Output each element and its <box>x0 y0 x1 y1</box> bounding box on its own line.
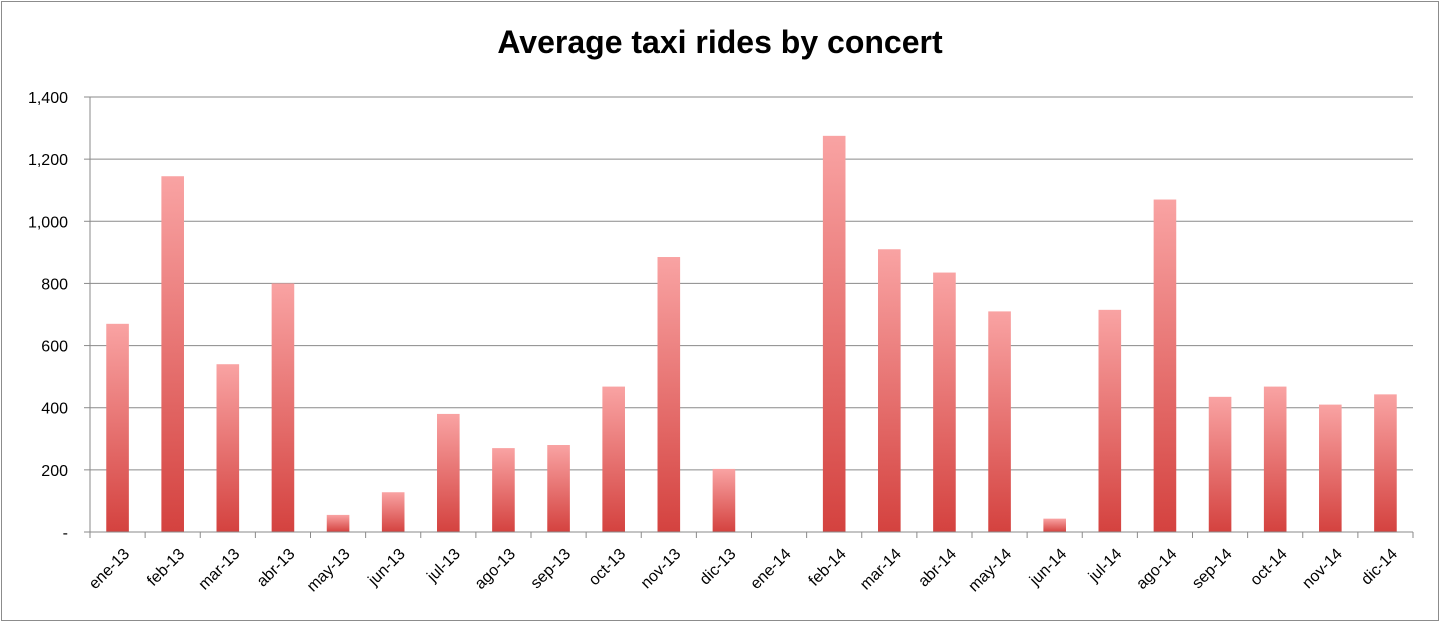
bar-ago-13 <box>492 448 515 532</box>
bar-sep-14 <box>1208 396 1232 532</box>
bar-jun-13 <box>381 492 405 532</box>
x-tick-label: mar-14 <box>857 546 905 594</box>
x-tick-label: ago-13 <box>472 546 519 593</box>
x-tick-label: jul-14 <box>1085 546 1125 586</box>
x-tick-label: feb-14 <box>806 546 850 590</box>
y-tick-labels: - 200 400 600 800 1,000 1,200 1,400 <box>28 90 68 542</box>
x-tick-label: dic-13 <box>697 546 740 589</box>
x-tick-label: dic-14 <box>1358 546 1401 589</box>
x-tick-label: nov-13 <box>638 546 685 593</box>
bar-ene-13 <box>106 323 129 532</box>
bar-feb-13 <box>161 176 184 532</box>
y-tick-label: 1,000 <box>28 214 68 231</box>
x-tick-label: feb-13 <box>144 546 188 590</box>
x-tick-label: sep-13 <box>528 546 575 593</box>
y-tick-label: 200 <box>41 463 68 480</box>
bars <box>106 135 1397 533</box>
bar-ago-14 <box>1153 199 1177 533</box>
x-tick-label: ene-14 <box>747 546 794 593</box>
y-tick-label: 400 <box>41 401 68 418</box>
x-tick-label: jun-14 <box>1026 546 1070 590</box>
x-tick-label: oct-14 <box>1247 546 1291 590</box>
bar-nov-14 <box>1319 404 1342 532</box>
x-tick-label: jun-13 <box>365 546 409 590</box>
bar-jun-14 <box>1043 518 1066 532</box>
axes <box>84 96 1414 538</box>
x-tick-label: nov-14 <box>1299 546 1346 593</box>
x-tick-label: ene-13 <box>86 546 133 593</box>
bar-abr-14 <box>933 272 956 532</box>
bar-dic-14 <box>1374 394 1397 532</box>
x-tick-label: abr-14 <box>915 546 960 591</box>
bar-dic-13 <box>712 468 736 532</box>
x-tick-label: oct-13 <box>586 546 630 590</box>
chart-title: Average taxi rides by concert <box>497 24 943 60</box>
bar-mar-13 <box>216 364 240 532</box>
bar-may-14 <box>988 311 1011 532</box>
bar-abr-13 <box>271 283 295 532</box>
x-tick-label: may-13 <box>304 546 354 596</box>
x-tick-label: ago-14 <box>1133 546 1180 593</box>
x-tick-label: may-14 <box>965 546 1015 596</box>
bar-sep-13 <box>547 445 570 532</box>
bar-feb-14 <box>822 135 846 532</box>
bar-oct-14 <box>1263 386 1287 532</box>
bar-mar-14 <box>878 249 901 532</box>
bar-jul-14 <box>1098 309 1122 532</box>
bar-may-13 <box>326 514 350 532</box>
bar-oct-13 <box>602 386 625 532</box>
y-tick-label: 800 <box>41 276 68 293</box>
y-tick-label: 600 <box>41 339 68 356</box>
x-tick-label: abr-13 <box>254 546 299 591</box>
bar-nov-13 <box>657 257 681 532</box>
x-tick-label: mar-13 <box>196 546 244 594</box>
gridlines <box>90 96 1413 471</box>
y-tick-label: 1,400 <box>28 90 68 107</box>
x-tick-label: jul-13 <box>424 546 464 586</box>
bar-jul-13 <box>437 413 460 532</box>
x-tick-label: sep-14 <box>1189 546 1236 593</box>
y-tick-label: - <box>63 525 68 542</box>
x-tick-labels: ene-13 feb-13 mar-13 abr-13 may-13 jun-13 jul-… <box>86 546 1401 596</box>
y-tick-label: 1,200 <box>28 152 68 169</box>
